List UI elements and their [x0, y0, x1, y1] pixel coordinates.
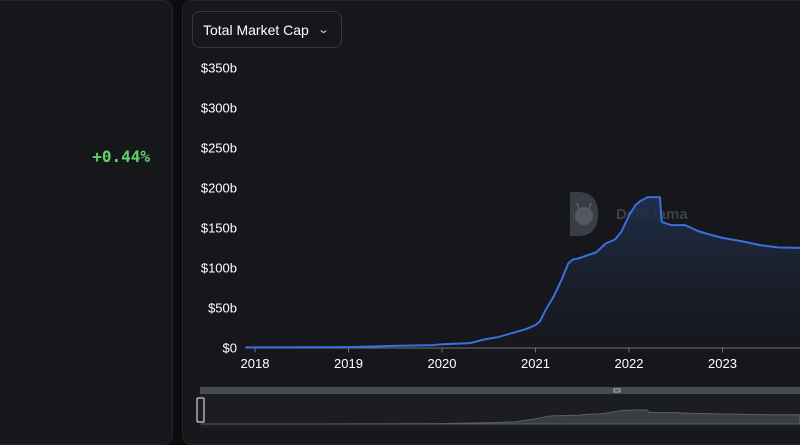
slider-track-top[interactable] [200, 387, 800, 394]
slider-preview-area [201, 409, 800, 425]
chevron-down-icon: ⌄ [316, 24, 330, 36]
y-tick-label: $200b [201, 181, 237, 196]
x-tick-label: 2020 [428, 356, 457, 371]
x-tick-label: 2023 [708, 356, 737, 371]
grip-icon[interactable] [613, 388, 621, 393]
metric-dropdown[interactable]: Total Market Cap ⌄ [192, 11, 342, 48]
y-tick-label: $350b [201, 61, 237, 76]
x-tick-label: 2019 [334, 356, 363, 371]
x-axis: 2018 2019 2020 2021 2022 2023 [241, 347, 800, 371]
metric-dropdown-label: Total Market Cap [203, 21, 309, 38]
y-tick-label: $300b [201, 101, 237, 116]
y-tick-label: $150b [201, 221, 237, 236]
series-line [245, 196, 800, 349]
series-layer [245, 196, 800, 349]
y-tick-label: $100b [201, 261, 237, 276]
stats-panel: +0.44% [0, 0, 173, 445]
x-tick-label: 2022 [615, 356, 644, 371]
y-axis: $0 $50b $100b $150b $200b $250b $300b $350b [201, 61, 237, 356]
change-percentage: +0.44% [92, 147, 150, 166]
chart-panel [182, 0, 800, 445]
range-slider[interactable] [196, 387, 800, 428]
x-tick-label: 2021 [521, 356, 550, 371]
y-tick-label: $0 [223, 341, 237, 356]
slider-left-handle[interactable] [196, 397, 205, 423]
series-area [245, 197, 800, 348]
x-tick-label: 2018 [241, 356, 270, 371]
y-tick-label: $50b [208, 301, 237, 316]
y-tick-label: $250b [201, 141, 237, 156]
